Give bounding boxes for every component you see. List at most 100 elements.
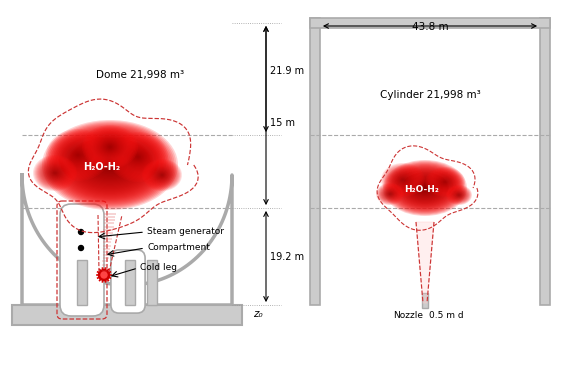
Bar — [540, 18, 550, 305]
Ellipse shape — [51, 169, 59, 176]
Bar — [310, 18, 320, 305]
Ellipse shape — [66, 136, 154, 194]
Bar — [103, 251, 109, 253]
Ellipse shape — [45, 122, 175, 208]
Ellipse shape — [403, 173, 447, 203]
Text: Cold leg: Cold leg — [140, 263, 177, 273]
Ellipse shape — [424, 187, 426, 189]
Ellipse shape — [74, 141, 146, 189]
Ellipse shape — [111, 135, 165, 179]
Ellipse shape — [116, 138, 161, 176]
Ellipse shape — [389, 193, 391, 195]
Ellipse shape — [81, 146, 139, 184]
Ellipse shape — [428, 169, 462, 194]
Ellipse shape — [377, 184, 403, 204]
Ellipse shape — [65, 145, 91, 165]
Ellipse shape — [456, 193, 462, 197]
Ellipse shape — [36, 158, 74, 188]
Ellipse shape — [406, 175, 444, 201]
Ellipse shape — [387, 192, 393, 196]
Ellipse shape — [392, 172, 414, 188]
Ellipse shape — [90, 151, 130, 179]
Ellipse shape — [107, 163, 113, 167]
Ellipse shape — [391, 170, 415, 189]
Ellipse shape — [378, 185, 402, 203]
Ellipse shape — [155, 169, 169, 181]
Bar — [103, 238, 112, 240]
Ellipse shape — [400, 171, 450, 205]
Ellipse shape — [439, 178, 451, 186]
Bar — [103, 235, 112, 237]
Ellipse shape — [38, 160, 72, 186]
Ellipse shape — [152, 167, 172, 183]
Ellipse shape — [419, 184, 431, 192]
Ellipse shape — [144, 161, 180, 189]
Bar — [103, 257, 109, 259]
Ellipse shape — [450, 188, 468, 202]
Ellipse shape — [390, 170, 416, 190]
Ellipse shape — [447, 185, 472, 204]
Ellipse shape — [56, 137, 100, 173]
Ellipse shape — [127, 148, 148, 166]
Ellipse shape — [442, 179, 448, 185]
Ellipse shape — [105, 162, 115, 168]
Ellipse shape — [159, 173, 165, 178]
Circle shape — [101, 272, 107, 278]
Bar — [103, 245, 111, 247]
Text: Nozzle: Nozzle — [393, 311, 423, 320]
Ellipse shape — [70, 148, 86, 162]
Ellipse shape — [398, 170, 452, 206]
Ellipse shape — [99, 138, 121, 156]
Circle shape — [99, 270, 109, 280]
Ellipse shape — [426, 168, 464, 196]
Ellipse shape — [429, 170, 461, 194]
Ellipse shape — [433, 173, 457, 191]
Ellipse shape — [452, 190, 465, 200]
Ellipse shape — [142, 159, 182, 191]
Ellipse shape — [43, 121, 177, 209]
Ellipse shape — [42, 162, 68, 184]
Ellipse shape — [414, 181, 436, 195]
Ellipse shape — [114, 137, 162, 177]
Ellipse shape — [100, 158, 120, 172]
Ellipse shape — [91, 153, 129, 178]
Bar — [125, 260, 135, 305]
Ellipse shape — [430, 171, 460, 193]
Ellipse shape — [448, 186, 470, 203]
Ellipse shape — [413, 180, 437, 196]
Ellipse shape — [76, 142, 144, 188]
Ellipse shape — [438, 177, 452, 187]
Ellipse shape — [145, 162, 179, 189]
Ellipse shape — [96, 156, 124, 174]
Ellipse shape — [102, 159, 118, 170]
Text: z₀: z₀ — [253, 309, 263, 319]
Ellipse shape — [85, 148, 135, 182]
Ellipse shape — [34, 156, 76, 190]
Text: Compartment: Compartment — [147, 244, 210, 253]
Ellipse shape — [446, 185, 472, 205]
Ellipse shape — [100, 139, 120, 155]
Ellipse shape — [156, 170, 168, 180]
Ellipse shape — [435, 175, 455, 189]
Bar — [103, 229, 113, 231]
Ellipse shape — [455, 192, 462, 198]
Ellipse shape — [455, 192, 464, 198]
Ellipse shape — [112, 136, 164, 178]
Ellipse shape — [385, 190, 395, 198]
Ellipse shape — [447, 186, 470, 204]
Ellipse shape — [408, 177, 442, 199]
Ellipse shape — [157, 171, 167, 179]
Ellipse shape — [78, 144, 142, 186]
Bar — [103, 260, 108, 262]
Text: 43.8 m: 43.8 m — [412, 22, 448, 32]
Ellipse shape — [63, 134, 157, 197]
Ellipse shape — [47, 130, 108, 180]
Ellipse shape — [449, 187, 469, 203]
Ellipse shape — [385, 166, 421, 194]
Ellipse shape — [382, 164, 424, 196]
Text: H₂O-H₂: H₂O-H₂ — [404, 185, 439, 194]
Ellipse shape — [160, 173, 164, 176]
Ellipse shape — [45, 165, 65, 181]
Ellipse shape — [443, 180, 447, 184]
Ellipse shape — [396, 174, 411, 186]
